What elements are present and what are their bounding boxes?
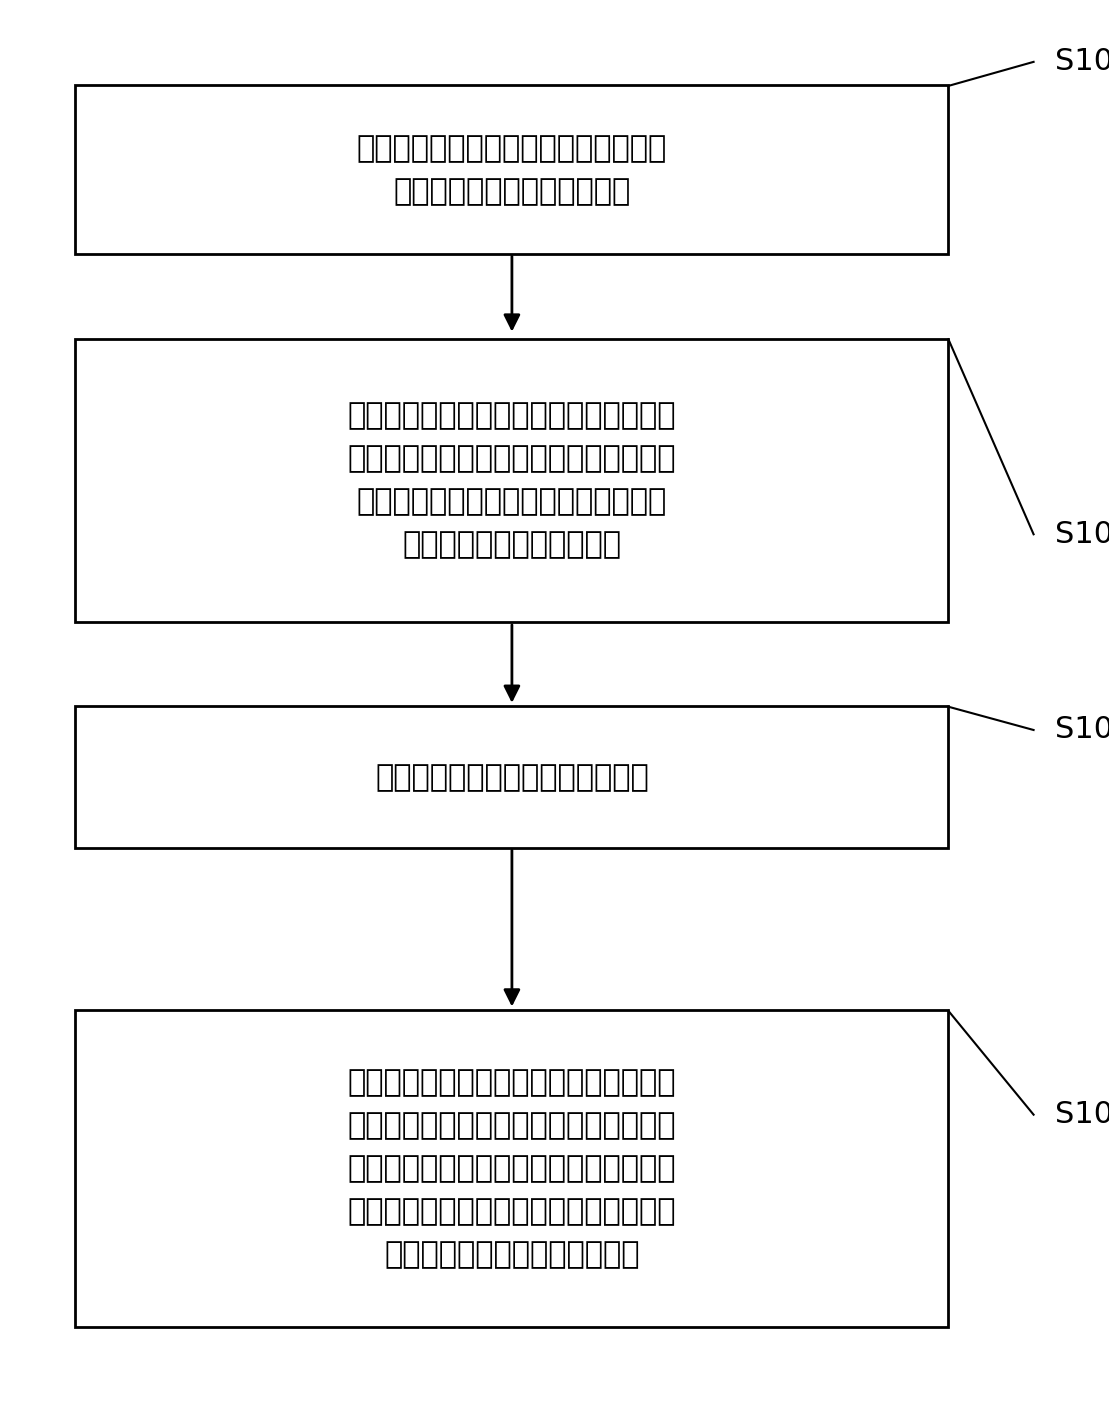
Text: S101: S101 — [1055, 48, 1109, 76]
Bar — [75, 706, 948, 848]
Text: 对所述三维点云数据进行滤波处理: 对所述三维点云数据进行滤波处理 — [375, 762, 649, 792]
Bar — [75, 1010, 948, 1327]
Text: S102: S102 — [1055, 520, 1109, 548]
Text: 对所述距离像、强度像、方位角和俯仰角
进行三维点云数据重构，得到三维点云数
据，三维点云数据包括目标的幅度、高
度、形状、频谱和散射信息: 对所述距离像、强度像、方位角和俯仰角 进行三维点云数据重构，得到三维点云数 据，… — [347, 402, 676, 560]
Text: S103: S103 — [1055, 716, 1109, 745]
Text: 通过激光复合成像获取目标各点的距离
像、强度像、方位角和俯仰角: 通过激光复合成像获取目标各点的距离 像、强度像、方位角和俯仰角 — [357, 134, 667, 205]
Text: S104: S104 — [1055, 1099, 1109, 1129]
Bar — [75, 339, 948, 621]
Bar — [75, 86, 948, 254]
Text: 通过数学上的多维空间变换估算目标的大
小、形状、高度、距离、散射和表面层的
物理特性参数，最后根据大量训练样本所
确定的鉴别函数，结合已知典型目标的特
征数据库: 通过数学上的多维空间变换估算目标的大 小、形状、高度、距离、散射和表面层的 物理… — [347, 1069, 676, 1268]
